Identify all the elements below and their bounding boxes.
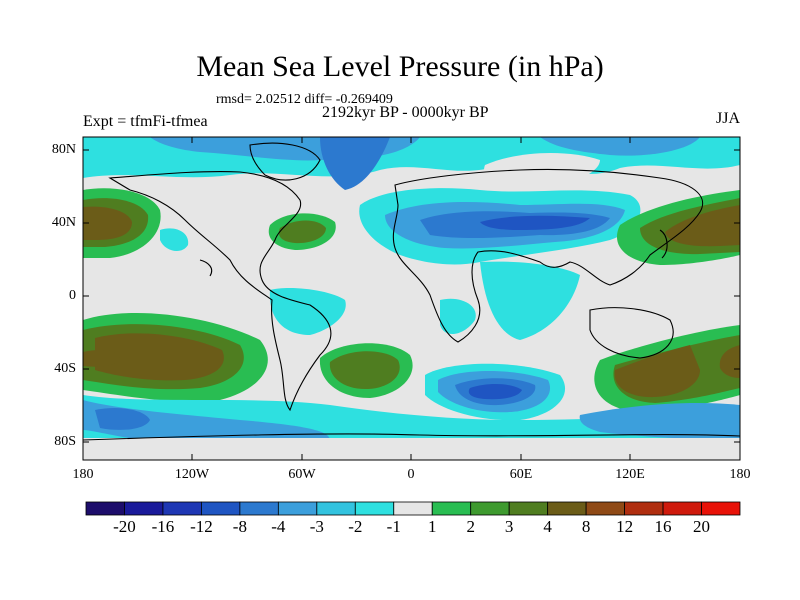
lon-label-180w: 180: [72, 467, 94, 482]
colorbar-swatch: [162, 501, 202, 516]
colorbar-label: -12: [190, 517, 213, 536]
lon-label-60w: 60W: [288, 467, 316, 482]
colorbar-label: 12: [616, 517, 634, 536]
stats-text: rmsd= 2.02512 diff= -0.269409: [216, 92, 393, 107]
colorbar-swatch: [393, 501, 433, 516]
colorbar-label: -3: [309, 517, 324, 536]
colorbar-swatch: [585, 501, 625, 516]
pressure-field: [83, 137, 740, 460]
colorbar-swatch: [316, 501, 356, 516]
lon-label-180e: 180: [729, 467, 751, 482]
lon-label-0: 0: [407, 467, 415, 482]
colorbar-swatch: [508, 501, 549, 516]
lon-label-120w: 120W: [174, 467, 210, 482]
colorbar-label: -8: [232, 517, 247, 536]
colorbar-label: 16: [654, 517, 672, 536]
colorbar-swatch: [624, 501, 664, 516]
coastlines: [83, 142, 740, 441]
colorbar-label: 2: [466, 517, 475, 536]
colorbar-label: 3: [504, 517, 514, 536]
lat-label-80n: 80N: [51, 142, 76, 157]
colorbar-label: 1: [427, 517, 437, 536]
colorbar-swatch: [277, 501, 318, 516]
colorbar-label: -4: [271, 517, 286, 536]
colorbar-swatch: [85, 501, 125, 516]
lat-label-80s: 80S: [54, 434, 76, 449]
lat-label-40n: 40N: [51, 215, 76, 230]
colorbar-label: 8: [581, 517, 591, 536]
colorbar-swatch: [547, 501, 587, 516]
colorbar-label: 20: [693, 517, 711, 536]
lat-label-0: 0: [69, 288, 76, 303]
lon-label-120e: 120E: [615, 467, 645, 482]
colorbar-label: -1: [386, 517, 401, 536]
colorbar-swatch: [470, 501, 510, 516]
lon-label-60e: 60E: [509, 467, 533, 482]
colorbar-swatch: [662, 501, 702, 516]
colorbar-swatch: [354, 501, 395, 516]
colorbar-swatch: [239, 501, 279, 516]
map-title: Mean Sea Level Pressure (in hPa): [196, 50, 604, 83]
colorbar-swatch: [431, 501, 472, 516]
period-text: 2192kyr BP - 0000kyr BP: [322, 104, 489, 121]
axis-ticks: [83, 137, 740, 460]
season-label: JJA: [716, 110, 741, 127]
colorbar-label: -16: [151, 517, 175, 536]
colorbar-label: 4: [543, 517, 552, 536]
experiment-label: Expt = tfmFi-tfmea: [83, 113, 208, 130]
colorbar-swatch: [124, 501, 164, 516]
colorbar-label: -2: [348, 517, 363, 536]
colorbar-label: -20: [113, 517, 136, 536]
colorbar: [85, 501, 741, 516]
colorbar-swatch: [201, 501, 241, 516]
colorbar-swatch: [701, 501, 741, 516]
lat-label-40s: 40S: [54, 361, 76, 376]
